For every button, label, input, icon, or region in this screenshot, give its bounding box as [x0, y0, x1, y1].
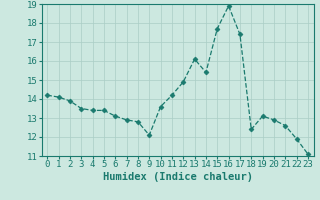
X-axis label: Humidex (Indice chaleur): Humidex (Indice chaleur): [103, 172, 252, 182]
